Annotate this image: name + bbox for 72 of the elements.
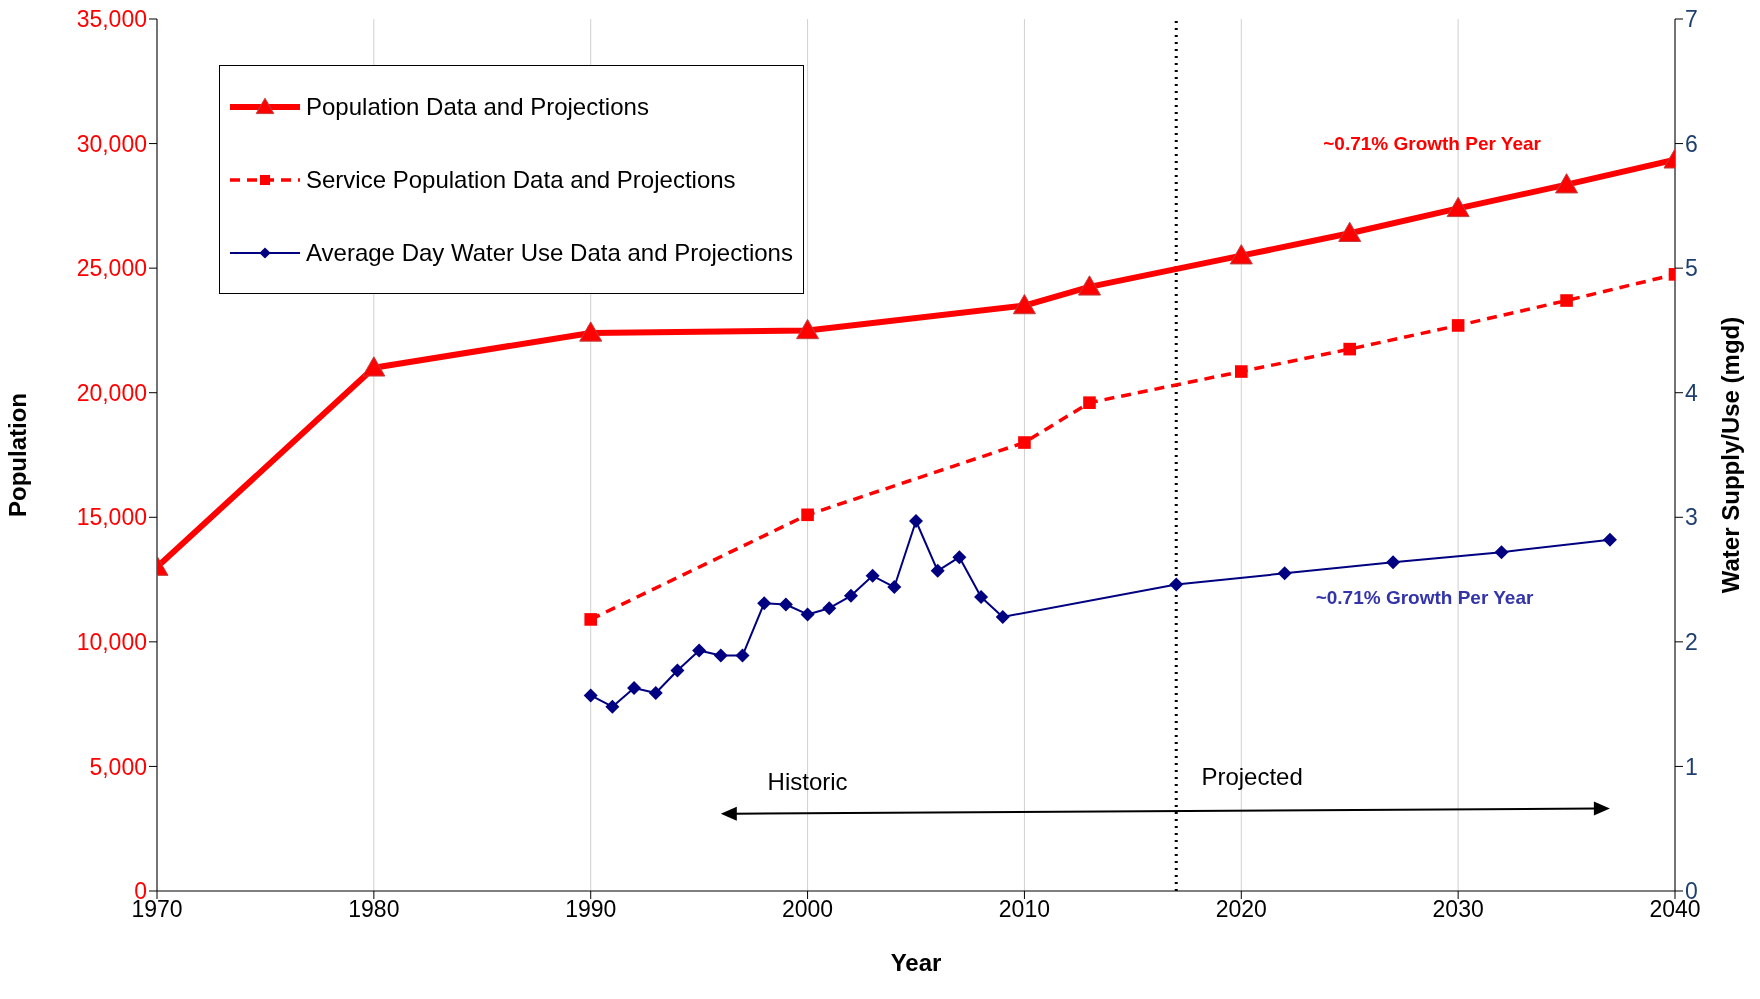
point (579, 321, 603, 342)
y-tick-label: 5,000 (89, 753, 147, 780)
point (822, 601, 837, 616)
annotation: Projected (1201, 762, 1303, 790)
point (627, 680, 642, 695)
point (865, 568, 880, 583)
point (796, 318, 820, 340)
point (1446, 196, 1470, 218)
y-tick-label: 25,000 (76, 255, 147, 282)
point (800, 607, 815, 622)
point (1077, 275, 1101, 296)
legend-label: Service Population Data and Projections (306, 165, 736, 194)
y2-axis-title: Water Supply/Use (mgd) (1716, 316, 1744, 594)
point (778, 597, 793, 612)
point (1451, 319, 1465, 332)
point (362, 356, 386, 377)
annotation: Historic (767, 768, 848, 796)
point (1555, 173, 1579, 194)
point (648, 685, 663, 700)
point (713, 648, 728, 663)
x-axis-title: Year (890, 949, 942, 976)
point (1018, 436, 1031, 449)
x-tick-label: 2020 (1215, 896, 1267, 923)
y2-tick-label: 4 (1685, 379, 1698, 406)
point (584, 613, 598, 626)
point (1083, 396, 1096, 409)
y-tick-label: 15,000 (76, 504, 147, 531)
legend-label: Population Data and Projections (306, 92, 649, 121)
point (909, 514, 923, 529)
point (843, 588, 858, 603)
point (1343, 342, 1357, 356)
point (930, 563, 945, 578)
point (1494, 545, 1509, 560)
point (1229, 244, 1253, 265)
x-tick-label: 2030 (1432, 896, 1484, 923)
x-tick-label: 2000 (781, 896, 834, 923)
point (995, 609, 1010, 624)
x-tick-label: 1980 (348, 896, 400, 923)
y-tick-label: 20,000 (76, 379, 147, 406)
point (605, 699, 620, 714)
point (1234, 365, 1248, 378)
point (1602, 532, 1617, 547)
point (801, 508, 814, 522)
y-axis-title: Population (3, 393, 31, 517)
y2-tick-label: 3 (1685, 504, 1698, 531)
point (1169, 577, 1184, 592)
point (1338, 221, 1362, 243)
y-tick-label: 30,000 (76, 130, 147, 157)
point (1386, 555, 1401, 570)
y2-tick-label: 5 (1685, 255, 1698, 282)
point (670, 663, 685, 678)
point (757, 596, 772, 611)
y-tick-label: 35,000 (76, 6, 147, 33)
point (692, 643, 707, 658)
x-tick-label: 1990 (565, 896, 617, 923)
y2-tick-label: 7 (1685, 6, 1698, 33)
point (952, 550, 967, 565)
point (583, 688, 598, 703)
point (1560, 294, 1573, 307)
point (887, 580, 902, 595)
y-tick-label: 10,000 (76, 629, 147, 656)
y2-tick-label: 1 (1685, 753, 1698, 780)
point (974, 590, 989, 605)
y2-tick-label: 6 (1685, 130, 1698, 157)
x-tick-label: 2010 (998, 896, 1051, 923)
annotation: ~0.71% Growth Per Year (1315, 586, 1534, 608)
legend-label: Average Day Water Use Data and Projections (306, 238, 793, 267)
point (1277, 566, 1292, 581)
point (1012, 294, 1036, 315)
annotation: ~0.71% Growth Per Year (1323, 133, 1542, 155)
point (735, 648, 750, 663)
y2-tick-label: 2 (1685, 629, 1698, 656)
